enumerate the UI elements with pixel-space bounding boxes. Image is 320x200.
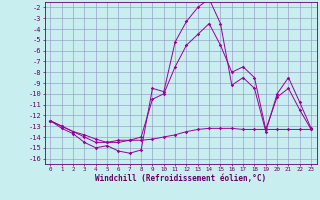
X-axis label: Windchill (Refroidissement éolien,°C): Windchill (Refroidissement éolien,°C) (95, 174, 266, 183)
